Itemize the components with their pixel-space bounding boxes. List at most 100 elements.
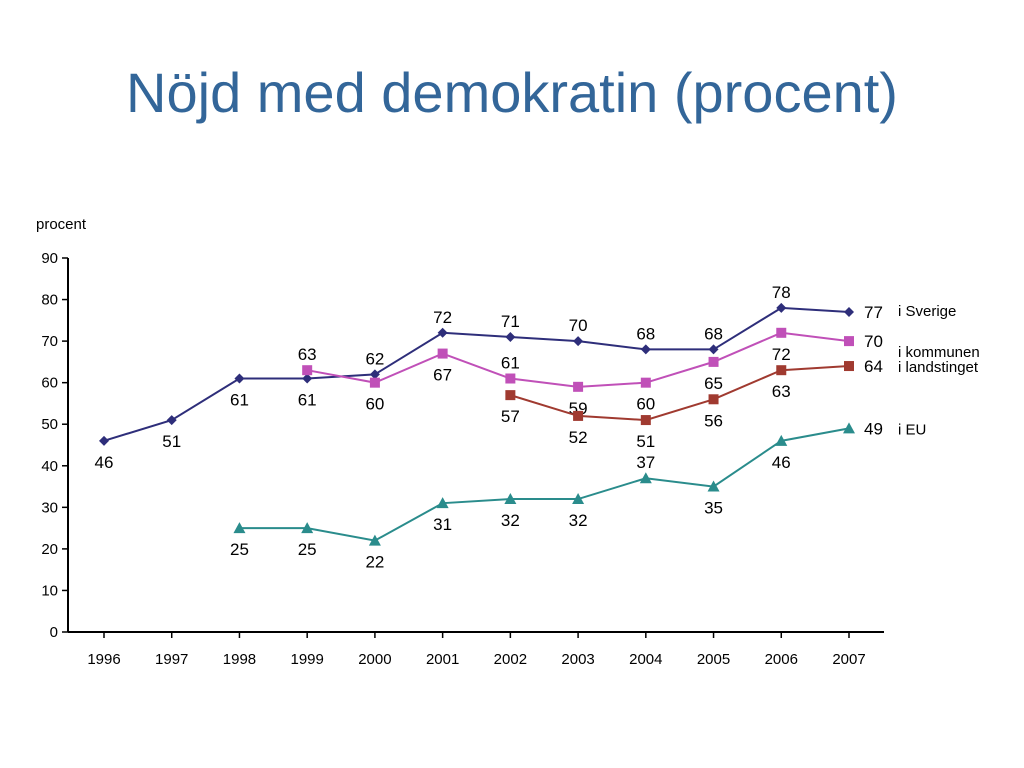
- data-point-marker: [572, 493, 585, 505]
- y-tick-label: 10: [41, 582, 58, 599]
- data-label: 25: [298, 540, 317, 559]
- data-point-marker: [640, 377, 651, 388]
- data-label: 22: [365, 553, 384, 572]
- data-point-marker: [776, 327, 787, 338]
- y-tick-label: 80: [41, 292, 58, 309]
- data-label: 65: [704, 374, 723, 393]
- data-point-marker: [707, 480, 720, 492]
- y-tick-label: 30: [41, 499, 58, 516]
- data-point-marker: [505, 390, 516, 401]
- data-point-marker: [708, 356, 719, 367]
- data-label: 52: [569, 428, 588, 447]
- data-point-marker: [302, 365, 313, 376]
- y-tick-label: 50: [41, 416, 58, 433]
- x-tick-label: 2006: [765, 651, 798, 668]
- data-label: 46: [772, 453, 791, 472]
- series-label: i kommunen: [898, 344, 980, 361]
- data-point-marker: [166, 415, 177, 426]
- data-label: 49: [864, 419, 883, 438]
- data-point-marker: [504, 493, 517, 505]
- data-point-marker: [573, 410, 584, 421]
- data-label: 68: [636, 324, 655, 343]
- page-title: Nöjd med demokratin (procent): [126, 61, 898, 124]
- data-point-marker: [301, 522, 314, 534]
- data-label: 63: [772, 382, 791, 401]
- data-point-marker: [302, 373, 313, 384]
- data-point-marker: [368, 534, 381, 546]
- data-label: 46: [95, 453, 114, 472]
- data-point-marker: [776, 365, 787, 376]
- data-point-marker: [844, 307, 854, 318]
- y-tick-label: 40: [41, 458, 58, 475]
- data-point-marker: [640, 415, 651, 426]
- x-tick-label: 1997: [155, 651, 188, 668]
- data-label: 37: [636, 453, 655, 472]
- data-label: 35: [704, 499, 723, 518]
- data-point-marker: [775, 434, 788, 446]
- data-label: 60: [636, 395, 655, 414]
- x-tick-label: 1999: [290, 651, 323, 668]
- y-axis-title: procent: [36, 216, 87, 233]
- data-label: 64: [864, 357, 883, 376]
- data-point-marker: [708, 344, 719, 355]
- data-label: 60: [365, 395, 384, 414]
- data-label: 32: [569, 511, 588, 530]
- series-label: i landstinget: [898, 359, 979, 376]
- y-tick-label: 60: [41, 375, 58, 392]
- data-point-marker: [573, 336, 584, 347]
- x-tick-label: 2007: [832, 651, 865, 668]
- data-label: 77: [864, 303, 883, 322]
- data-point-marker: [437, 327, 448, 338]
- series-label: i Sverige: [898, 303, 956, 320]
- data-label: 72: [772, 345, 791, 364]
- data-point-marker: [234, 373, 245, 384]
- data-label: 25: [230, 540, 249, 559]
- data-label: 31: [433, 515, 452, 534]
- data-label: 63: [298, 345, 317, 364]
- data-label: 51: [162, 432, 181, 451]
- x-tick-label: 2005: [697, 651, 730, 668]
- data-point-marker: [640, 344, 651, 355]
- x-tick-label: 1998: [223, 651, 256, 668]
- x-tick-label: 1996: [87, 651, 120, 668]
- x-tick-label: 2002: [494, 651, 527, 668]
- data-point-marker: [639, 472, 652, 484]
- x-tick-label: 2003: [561, 651, 594, 668]
- data-label: 78: [772, 283, 791, 302]
- data-point-marker: [505, 373, 516, 384]
- y-tick-label: 90: [41, 250, 58, 267]
- data-label: 71: [501, 312, 520, 331]
- data-label: 68: [704, 324, 723, 343]
- data-point-marker: [844, 361, 854, 372]
- series-line: [103, 306, 850, 442]
- data-point-marker: [505, 331, 516, 342]
- data-label: 61: [230, 391, 249, 410]
- data-point-marker: [369, 377, 380, 388]
- series-line: [239, 427, 850, 542]
- data-label: 67: [433, 366, 452, 385]
- data-point-marker: [844, 336, 854, 347]
- data-point-marker: [708, 394, 719, 405]
- y-tick-label: 0: [50, 624, 58, 641]
- series-line: [510, 365, 850, 422]
- y-tick-label: 70: [41, 333, 58, 350]
- x-tick-label: 2004: [629, 651, 662, 668]
- data-label: 70: [569, 316, 588, 335]
- series-label: i EU: [898, 421, 926, 438]
- x-tick-label: 2000: [358, 651, 391, 668]
- data-label: 61: [501, 354, 520, 373]
- data-point-marker: [573, 381, 584, 392]
- data-point-marker: [99, 435, 109, 446]
- data-label: 62: [365, 349, 384, 368]
- data-label: 57: [501, 407, 520, 426]
- data-label: 32: [501, 511, 520, 530]
- data-point-marker: [437, 348, 448, 359]
- data-point-marker: [843, 422, 855, 434]
- data-point-marker: [369, 369, 380, 380]
- data-point-marker: [233, 522, 246, 534]
- data-label: 56: [704, 411, 723, 430]
- data-label: 70: [864, 332, 883, 351]
- x-tick-label: 2001: [426, 651, 459, 668]
- data-label: 72: [433, 308, 452, 327]
